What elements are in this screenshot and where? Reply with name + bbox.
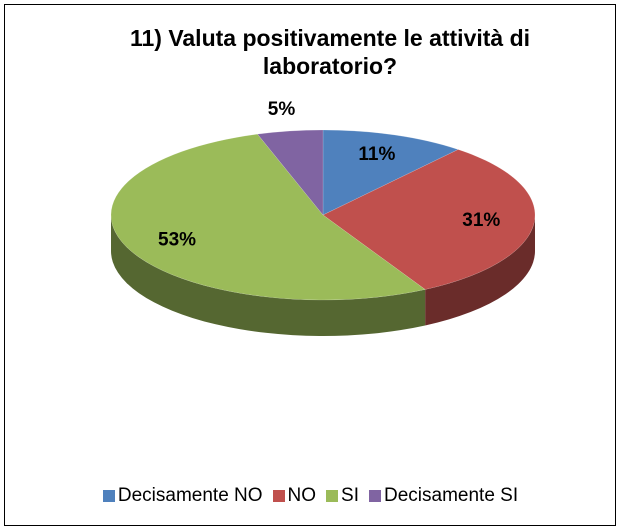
- legend-item: Decisamente NO: [102, 485, 263, 507]
- slice-side: [425, 215, 535, 326]
- legend-swatch: [369, 490, 381, 502]
- legend-item: NO: [272, 485, 317, 507]
- legend-item: Decisamente SI: [369, 485, 518, 507]
- legend: Decisamente NO NO SI Decisamente SI: [0, 485, 621, 507]
- data-label: 53%: [158, 229, 196, 250]
- data-label: 5%: [268, 99, 296, 120]
- legend-label: SI: [341, 485, 359, 506]
- legend-swatch: [102, 490, 115, 502]
- slice-side: [111, 215, 426, 336]
- legend-item: SI: [326, 485, 359, 507]
- data-label: 31%: [462, 210, 500, 231]
- legend-swatch: [326, 490, 339, 502]
- legend-swatch: [272, 490, 285, 502]
- slice: [322, 129, 459, 216]
- legend-label: NO: [287, 485, 317, 506]
- data-label: 11%: [358, 144, 395, 165]
- slice: [110, 133, 426, 301]
- slice: [322, 149, 536, 290]
- legend-label: Decisamente NO: [117, 485, 263, 506]
- legend-label: Decisamente SI: [384, 485, 519, 506]
- chart-title: 11) Valuta positivamente le attività di …: [129, 25, 531, 79]
- slice: [257, 129, 324, 216]
